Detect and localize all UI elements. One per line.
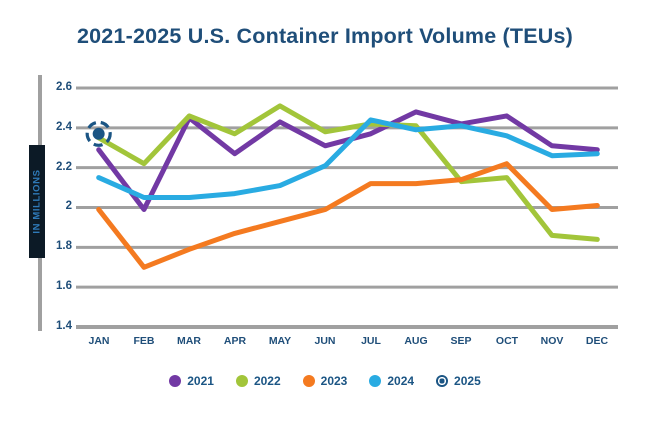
- y-tick-label: 2.6: [56, 81, 72, 93]
- legend-marker-2021-icon: [169, 375, 182, 387]
- legend-marker-2025-bullseye-icon: [436, 375, 449, 387]
- x-tick-label: DEC: [585, 335, 609, 347]
- x-tick-label: FEB: [133, 335, 155, 347]
- legend-label-2022: 2022: [253, 374, 281, 388]
- x-tick-label: AUG: [404, 335, 428, 347]
- y-tick-label: 1.6: [56, 280, 72, 292]
- y-tick-label: 2.2: [56, 161, 72, 173]
- x-tick-label: MAR: [177, 335, 201, 347]
- page-title: 2021-2025 U.S. Container Import Volume (…: [76, 24, 574, 48]
- legend-marker-2022-icon: [235, 375, 248, 387]
- x-tick-label: JUN: [314, 335, 336, 347]
- x-tick-label: APR: [223, 335, 247, 347]
- x-tick-label: NOV: [540, 335, 564, 347]
- legend-item-2025: 2025: [436, 374, 481, 388]
- legend-label-2021: 2021: [187, 374, 214, 388]
- legend-item-2024: 2024: [369, 374, 414, 388]
- y-tick-label: 2: [65, 200, 72, 212]
- y-axis-title: IN MILLIONS: [31, 169, 43, 234]
- legend-label-2024: 2024: [387, 374, 415, 388]
- x-tick-label: SEP: [450, 335, 472, 347]
- x-tick-label: OCT: [495, 335, 519, 347]
- y-axis-title-block: IN MILLIONS: [29, 145, 45, 258]
- data-point-2025-bullseye-ring: [85, 120, 112, 147]
- y-tick-label: 1.8: [56, 240, 72, 252]
- series-line-2024: [96, 117, 600, 200]
- legend-marker-2024-icon: [369, 375, 382, 387]
- x-tick-label: MAY: [268, 335, 292, 347]
- y-tick-label: 2.4: [56, 121, 72, 133]
- legend-marker-2023-icon: [302, 375, 315, 387]
- series-line-2022: [96, 103, 600, 242]
- series-line-2023: [96, 161, 600, 270]
- legend-item-2022: 2022: [235, 374, 281, 388]
- legend-item-2023: 2023: [302, 374, 348, 388]
- y-tick-label: 1.4: [56, 320, 72, 332]
- x-tick-label: JAN: [88, 335, 110, 347]
- x-tick-label: JUL: [361, 335, 381, 347]
- legend: 2021 2022 2023 2024 2025: [0, 374, 650, 388]
- legend-item-2021: 2021: [169, 374, 214, 388]
- legend-label-2025: 2025: [454, 374, 481, 388]
- data-point-2025-bullseye-dot: [92, 127, 105, 140]
- legend-label-2023: 2023: [320, 374, 348, 388]
